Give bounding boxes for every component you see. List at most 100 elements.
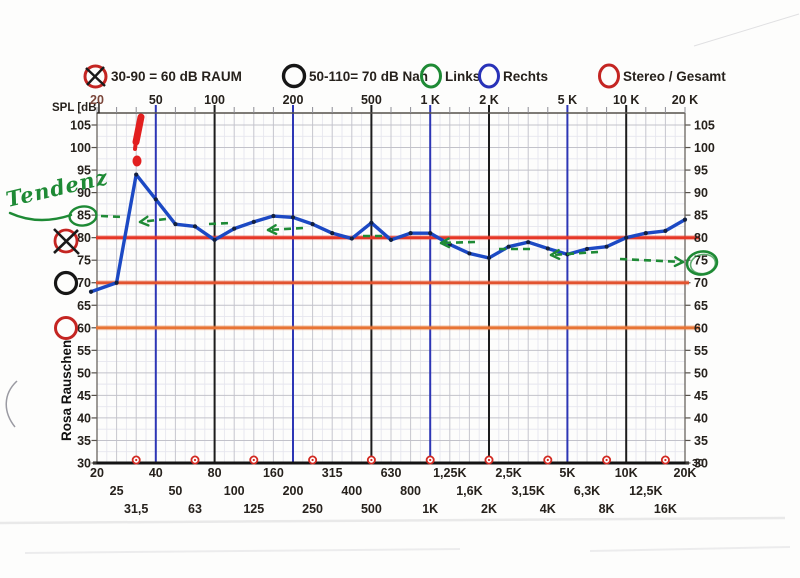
data-point [388,237,394,243]
arrowhead [673,260,685,268]
bottom-frequency-label: 10K [615,466,638,480]
arrowhead [439,237,450,245]
data-point [173,222,178,227]
tendenz-underline-flourish [8,211,73,222]
data-point [212,237,217,243]
green-circle-around-75 [685,250,719,276]
data-point [545,246,550,251]
left-axis-label: 100 [70,141,91,155]
left-axis-label: 60 [77,321,91,335]
left-axis-label: 45 [77,389,91,403]
octave-marker-dot [429,458,432,462]
right-axis-label: 90 [694,186,708,200]
bottom-frequency-label: 800 [400,484,421,498]
left-axis-label: 55 [77,344,91,358]
bottom-frequency-label: 2,5K [495,466,521,480]
arrowhead [138,215,149,224]
octave-marker-dot [252,458,255,462]
top-frequency-label: 100 [204,93,225,107]
bottom-frequency-label: 630 [381,466,402,480]
bottom-frequency-label: 400 [341,484,362,498]
left-axis-label: 105 [70,119,91,133]
circle-icon [478,63,500,89]
bottom-frequency-label: 1,25K [433,466,466,480]
scan-shadow [24,548,461,554]
data-point [134,172,139,177]
bottom-frequency-label: 100 [224,484,245,498]
black-circle-at-70 [53,270,79,296]
exclamation-bar [132,113,145,146]
bottom-frequency-label: 125 [243,502,264,516]
arrowhead [674,256,685,264]
bottom-frequency-label: 63 [188,502,202,516]
red-circle-x-at-80 [53,228,79,254]
legend-label: Links [445,68,481,84]
top-frequency-label: 20 [90,93,104,107]
tendency-dashed-arrow [139,217,167,224]
bottom-frequency-label: 5K [559,466,575,480]
data-point [88,289,94,294]
arrowhead [266,224,277,232]
right-axis-label: 75 [694,254,708,268]
circle-icon [598,63,620,89]
right-axis-label: 45 [694,389,708,403]
right-axis-label: 95 [694,164,708,178]
data-point [408,231,413,236]
data-point [349,236,354,241]
top-frequency-label: 5 K [558,93,577,107]
rosa-rauschen-label: Rosa Rauschen [59,340,74,441]
exclamation-dot [132,155,142,167]
right-axis-label: 80 [694,231,708,245]
scan-artifact-line [693,13,800,47]
left-axis-label: 50 [77,366,91,380]
bottom-frequency-label: 16K [654,502,677,516]
tendency-dashed-arrow [100,214,124,219]
tendenz-handwriting: Tendenz [4,164,111,212]
pen-mark [5,380,18,428]
data-point [506,244,511,249]
octave-marker-dot [311,458,314,462]
bottom-frequency-label: 50 [168,484,182,498]
bottom-frequency-label: 8K [599,502,615,516]
right-axis-label: 55 [694,344,708,358]
left-axis-label: 75 [77,254,91,268]
right-axis-bottom-label: 30 [692,457,704,469]
y-axis-title: SPL [dB] [52,102,101,114]
top-frequency-label: 1 K [420,93,439,107]
scan-shadow [589,546,791,552]
left-axis-label: 90 [77,186,91,200]
right-axis-label: 40 [694,411,708,425]
left-axis-label: 65 [77,299,91,313]
data-point [153,197,158,202]
data-point [290,215,296,220]
right-axis-label: 100 [694,141,715,155]
data-point [114,280,119,285]
right-axis-label: 60 [694,321,708,335]
data-point [643,231,648,236]
data-point [467,251,472,256]
bottom-frequency-label: 6,3K [574,484,600,498]
bottom-frequency-label: 500 [361,502,382,516]
left-axis-label: 35 [77,434,91,448]
left-axis-label: 95 [77,164,91,178]
right-axis-label: 70 [694,276,708,290]
octave-marker-dot [605,458,608,462]
legend-label: Stereo / Gesamt [623,68,726,84]
bottom-frequency-label: 160 [263,466,284,480]
bottom-frequency-label: 12,5K [629,484,662,498]
octave-marker-dot [487,458,491,462]
octave-marker-dot [135,458,138,462]
bottom-frequency-label: 20 [90,466,104,480]
bottom-frequency-label: 315 [322,466,343,480]
crossed-circle-icon [83,64,108,89]
data-point [428,231,433,236]
left-axis-label: 30 [77,457,91,471]
top-frequency-label: 20 K [672,93,698,107]
data-point [604,244,609,249]
top-frequency-label: 500 [361,93,382,107]
data-point [624,235,629,240]
bottom-frequency-label: 40 [149,466,163,480]
octave-marker-dot [370,458,373,462]
legend-label: Rechts [503,68,549,84]
tendency-dashed-arrow [550,250,599,257]
